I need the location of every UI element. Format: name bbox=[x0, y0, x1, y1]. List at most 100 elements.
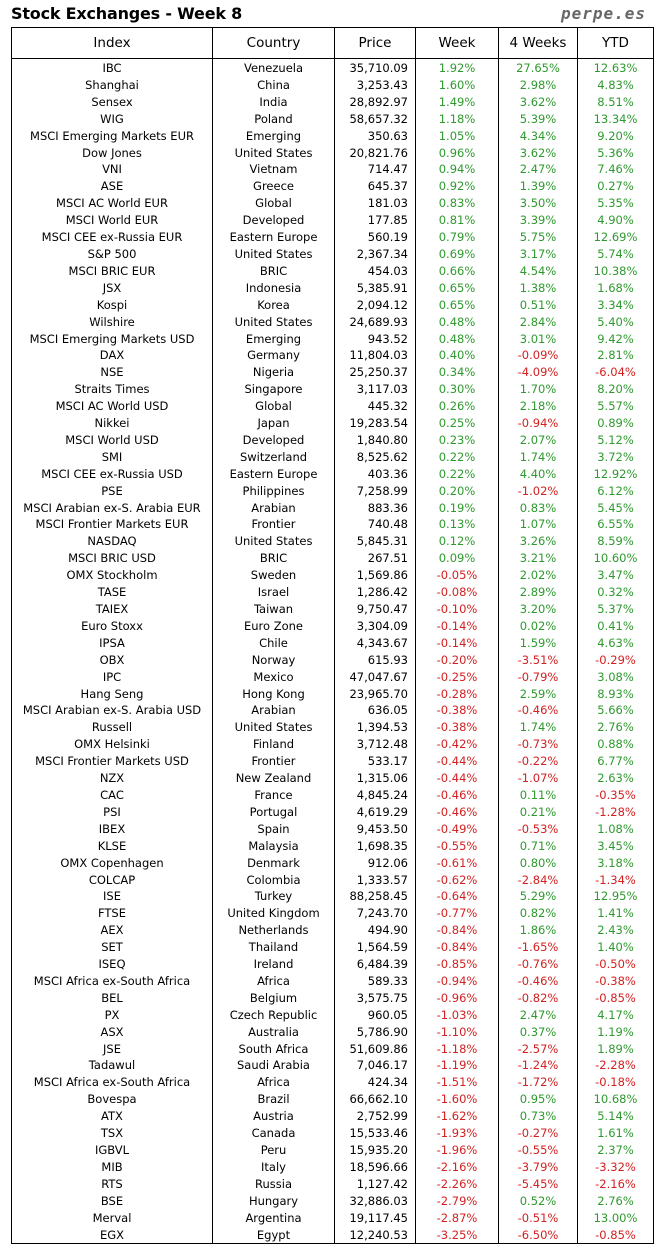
country-cell: Germany bbox=[212, 347, 335, 365]
table-row: MSCI AC World EUR Global 181.03 0.83% 3.50% 5… bbox=[11, 195, 654, 213]
week-change-cell: 1.18% bbox=[415, 110, 499, 128]
country-cell: Netherlands bbox=[212, 922, 335, 940]
country-cell: Argentina bbox=[212, 1209, 335, 1227]
four-week-change-cell: 3.39% bbox=[498, 212, 578, 230]
price-cell: 3,304.09 bbox=[334, 617, 416, 635]
ytd-change-cell: 5.40% bbox=[577, 313, 654, 331]
four-week-change-cell: -0.73% bbox=[498, 736, 578, 754]
ytd-change-cell: -6.04% bbox=[577, 364, 654, 382]
week-change-cell: -0.94% bbox=[415, 972, 499, 990]
ytd-change-cell: 9.20% bbox=[577, 127, 654, 145]
index-cell: MSCI World EUR bbox=[11, 212, 213, 230]
country-cell: Japan bbox=[212, 415, 335, 432]
four-week-change-cell: 27.65% bbox=[498, 58, 578, 77]
price-cell: 1,564.59 bbox=[334, 939, 416, 957]
table-row: BSE Hungary 32,886.03 -2.79% 0.52% 2.76% bbox=[11, 1192, 654, 1210]
ytd-change-cell: 1.68% bbox=[577, 279, 654, 297]
four-week-change-cell: 3.26% bbox=[498, 533, 578, 551]
table-row: TAIEX Taiwan 9,750.47 -0.10% 3.20% 5.37% bbox=[11, 601, 654, 618]
index-cell: DAX bbox=[11, 347, 213, 365]
ytd-change-cell: 3.72% bbox=[577, 448, 654, 466]
table-row: ASX Australia 5,786.90 -1.10% 0.37% 1.19% bbox=[11, 1023, 654, 1041]
four-week-change-cell: 4.40% bbox=[498, 465, 578, 483]
ytd-change-cell: -2.28% bbox=[577, 1057, 654, 1075]
table-row: OBX Norway 615.93 -0.20% -3.51% -0.29% bbox=[11, 651, 654, 669]
week-change-cell: -1.19% bbox=[415, 1057, 499, 1075]
ytd-change-cell: 6.12% bbox=[577, 482, 654, 500]
four-week-change-cell: 0.80% bbox=[498, 854, 578, 872]
ytd-change-cell: 2.76% bbox=[577, 1192, 654, 1210]
price-cell: 20,821.76 bbox=[334, 144, 416, 162]
week-change-cell: 0.81% bbox=[415, 212, 499, 230]
table-row: ISE Turkey 88,258.45 -0.64% 5.29% 12.95% bbox=[11, 888, 654, 906]
index-cell: Hang Seng bbox=[11, 685, 213, 703]
country-cell: Africa bbox=[212, 1074, 335, 1092]
country-cell: Ireland bbox=[212, 956, 335, 973]
four-week-change-cell: 1.39% bbox=[498, 178, 578, 196]
four-week-change-cell: 5.29% bbox=[498, 888, 578, 906]
price-cell: 494.90 bbox=[334, 922, 416, 940]
table-row: Shanghai China 3,253.43 1.60% 2.98% 4.83% bbox=[11, 76, 654, 94]
table-row: PX Czech Republic 960.05 -1.03% 2.47% 4.17% bbox=[11, 1006, 654, 1024]
price-cell: 12,240.53 bbox=[334, 1226, 416, 1245]
week-change-cell: 1.92% bbox=[415, 58, 499, 77]
table-row: Wilshire United States 24,689.93 0.48% 2.84%… bbox=[11, 313, 654, 331]
index-cell: BSE bbox=[11, 1192, 213, 1210]
four-week-change-cell: -2.84% bbox=[498, 871, 578, 889]
four-week-change-cell: -1.65% bbox=[498, 939, 578, 957]
index-cell: Tadawul bbox=[11, 1057, 213, 1075]
four-week-change-cell: 2.84% bbox=[498, 313, 578, 331]
brand-logo: perpe.es bbox=[560, 4, 646, 23]
table-row: Merval Argentina 19,117.45 -2.87% -0.51% 13.0… bbox=[11, 1209, 654, 1227]
week-change-cell: -1.51% bbox=[415, 1074, 499, 1092]
index-cell: Sensex bbox=[11, 93, 213, 111]
four-week-change-cell: -5.45% bbox=[498, 1175, 578, 1193]
country-cell: Turkey bbox=[212, 888, 335, 906]
four-week-change-cell: 2.07% bbox=[498, 431, 578, 449]
index-cell: MSCI World USD bbox=[11, 431, 213, 449]
country-cell: Portugal bbox=[212, 803, 335, 821]
country-cell: Peru bbox=[212, 1142, 335, 1159]
table-row: ASE Greece 645.37 0.92% 1.39% 0.27% bbox=[11, 178, 654, 196]
index-cell: TAIEX bbox=[11, 601, 213, 618]
table-row: IBC Venezuela 35,710.09 1.92% 27.65% 12.63% bbox=[11, 58, 654, 77]
table-row: MSCI World EUR Developed 177.85 0.81% 3.39% 4… bbox=[11, 212, 654, 230]
price-cell: 9,750.47 bbox=[334, 601, 416, 618]
ytd-change-cell: 8.20% bbox=[577, 381, 654, 399]
index-cell: IGBVL bbox=[11, 1142, 213, 1159]
ytd-change-cell: 5.35% bbox=[577, 195, 654, 213]
price-cell: 9,453.50 bbox=[334, 820, 416, 838]
four-week-change-cell: 2.98% bbox=[498, 76, 578, 94]
price-cell: 7,258.99 bbox=[334, 482, 416, 500]
price-cell: 267.51 bbox=[334, 550, 416, 568]
price-cell: 5,786.90 bbox=[334, 1023, 416, 1041]
ytd-change-cell: 8.51% bbox=[577, 93, 654, 111]
week-change-cell: 0.26% bbox=[415, 398, 499, 416]
table-row: MSCI CEE ex-Russia EUR Eastern Europe 560.… bbox=[11, 229, 654, 246]
index-cell: Straits Times bbox=[11, 381, 213, 399]
ytd-change-cell: 5.12% bbox=[577, 431, 654, 449]
country-cell: Global bbox=[212, 195, 335, 213]
index-cell: SET bbox=[11, 939, 213, 957]
country-cell: Arabian bbox=[212, 702, 335, 720]
price-cell: 350.63 bbox=[334, 127, 416, 145]
ytd-change-cell: -0.18% bbox=[577, 1074, 654, 1092]
country-cell: Mexico bbox=[212, 668, 335, 686]
week-change-cell: 0.40% bbox=[415, 347, 499, 365]
table-row: DAX Germany 11,804.03 0.40% -0.09% 2.81% bbox=[11, 347, 654, 365]
index-cell: MIB bbox=[11, 1158, 213, 1176]
week-change-cell: -0.84% bbox=[415, 922, 499, 940]
ytd-change-cell: 0.88% bbox=[577, 736, 654, 754]
index-cell: WIG bbox=[11, 110, 213, 128]
week-change-cell: -0.20% bbox=[415, 651, 499, 669]
country-cell: China bbox=[212, 76, 335, 94]
week-change-cell: -0.61% bbox=[415, 854, 499, 872]
four-week-change-cell: -4.09% bbox=[498, 364, 578, 382]
ytd-change-cell: 8.59% bbox=[577, 533, 654, 551]
index-cell: S&P 500 bbox=[11, 245, 213, 263]
table-row: MSCI Frontier Markets USD Frontier 533.17-… bbox=[11, 753, 654, 771]
ytd-change-cell: -0.85% bbox=[577, 1226, 654, 1245]
ytd-change-cell: 13.00% bbox=[577, 1209, 654, 1227]
week-change-cell: 0.65% bbox=[415, 279, 499, 297]
week-change-cell: 0.23% bbox=[415, 431, 499, 449]
